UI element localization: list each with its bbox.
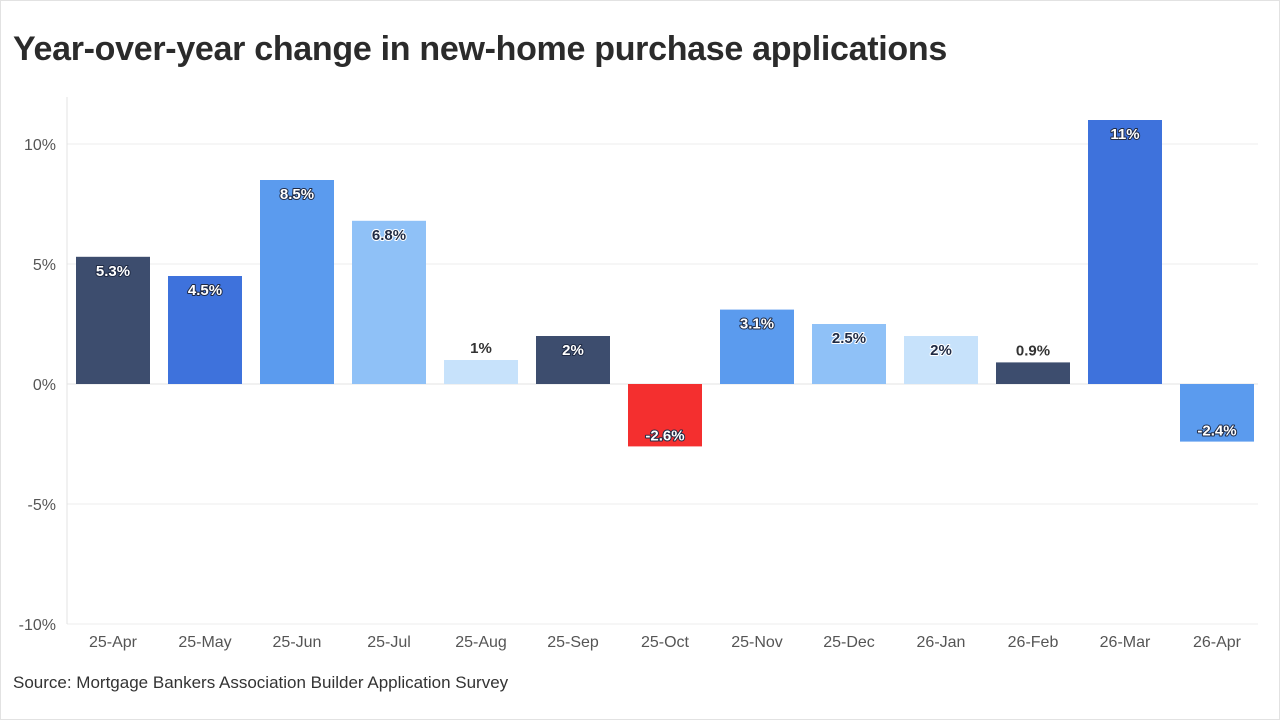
source-note: Source: Mortgage Bankers Association Bui… — [13, 673, 509, 692]
bar — [536, 336, 610, 384]
data-label: 5.3% — [96, 263, 130, 280]
bar — [812, 324, 886, 384]
y-tick-label: -10% — [19, 617, 56, 634]
bar — [628, 384, 702, 447]
x-tick-label: 25-Jul — [367, 634, 411, 651]
x-tick-label: 26-Jan — [917, 634, 966, 651]
x-tick-label: 25-Sep — [547, 634, 599, 651]
data-label: -2.6% — [645, 427, 684, 444]
bar — [904, 336, 978, 384]
data-label: 2.5% — [832, 330, 866, 347]
bar — [352, 220, 426, 384]
data-label: 1% — [470, 340, 492, 357]
bar — [76, 256, 150, 384]
x-tick-label: 26-Apr — [1193, 634, 1242, 651]
x-tick-label: 26-Feb — [1008, 634, 1059, 651]
y-tick-label: -5% — [28, 497, 56, 514]
bar — [1088, 120, 1162, 384]
x-tick-label: 25-Aug — [455, 634, 507, 651]
data-label: 3.1% — [740, 316, 774, 333]
bar — [168, 276, 242, 384]
bar — [996, 362, 1070, 384]
bar — [720, 309, 794, 384]
x-tick-label: 25-May — [178, 634, 231, 651]
bar — [260, 180, 334, 384]
x-tick-label: 25-Nov — [731, 634, 783, 651]
x-tick-label: 25-Oct — [641, 634, 690, 651]
data-label: 4.5% — [188, 282, 222, 299]
x-tick-label: 26-Mar — [1100, 634, 1151, 651]
bar — [444, 360, 518, 384]
data-label: -2.4% — [1197, 423, 1236, 440]
data-label: 8.5% — [280, 186, 314, 203]
bar — [1180, 384, 1254, 442]
data-label: 11% — [1110, 126, 1139, 143]
y-tick-label: 5% — [33, 257, 56, 274]
y-tick-label: 10% — [24, 137, 56, 154]
x-tick-label: 25-Dec — [823, 634, 875, 651]
x-tick-label: 25-Apr — [89, 634, 138, 651]
chart-title: Year-over-year change in new-home purcha… — [13, 30, 947, 68]
y-tick-label: 0% — [33, 377, 56, 394]
data-label: 2% — [562, 342, 584, 359]
x-tick-label: 25-Jun — [273, 634, 322, 651]
data-label: 0.9% — [1016, 342, 1050, 359]
data-label: 2% — [930, 342, 952, 359]
data-label: 6.8% — [372, 227, 406, 244]
